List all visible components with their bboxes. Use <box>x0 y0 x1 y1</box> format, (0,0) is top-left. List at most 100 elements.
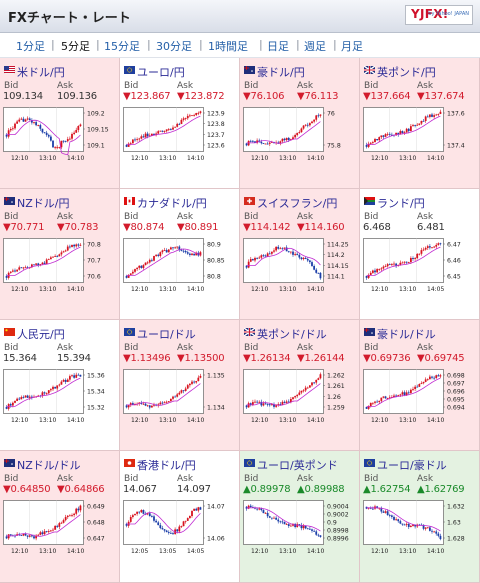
mini-candlestick-chart[interactable]: 76 75.8 12:10 13:10 14:10 <box>243 107 356 167</box>
yjfx-logo[interactable]: YJFX! by Yahoo! JAPAN <box>405 5 473 25</box>
tab-daily[interactable]: 日足 <box>267 40 289 53</box>
mini-candlestick-chart[interactable]: 109.2 109.15 109.1 12:10 13:10 14:10 <box>3 107 116 167</box>
currency-panel[interactable]: ランド/円 Bid Ask 6.468 6.481 6.47 6.46 6.45 12:10 13… <box>360 189 480 320</box>
mini-candlestick-chart[interactable]: 70.8 70.7 70.6 12:10 13:10 14:10 <box>3 238 116 298</box>
y-tick-label: 114.2 <box>327 252 345 259</box>
candle <box>73 130 76 136</box>
candle <box>418 383 421 388</box>
currency-panel[interactable]: ユーロ/豪ドル Bid Ask ▲1.62754 ▲1.62769 1.632 1.63 1.… <box>360 451 480 583</box>
candle <box>199 110 202 115</box>
pair-name-link[interactable]: NZドル/円 <box>17 197 70 210</box>
candle <box>294 395 297 399</box>
candle <box>79 374 82 377</box>
pair-name-link[interactable]: 香港ドル/円 <box>137 459 196 472</box>
pair-name-link[interactable]: 英ポンド/円 <box>377 66 436 79</box>
candle <box>167 128 170 132</box>
mini-candlestick-chart[interactable]: 1.262 1.261 1.26 1.259 12:10 13:10 14:10 <box>243 369 356 429</box>
tab-5min[interactable]: 5分足 <box>61 40 90 53</box>
currency-panel[interactable]: 人民元/円 Bid Ask 15.364 15.394 15.36 15.34 15.32 12… <box>0 320 120 451</box>
currency-panel[interactable]: 英ポンド/円 Bid Ask ▼137.664 ▼137.674 137.6 137.4 12… <box>360 58 480 189</box>
mini-candlestick-chart[interactable]: 123.9 123.8 123.7 123.6 12:10 13:10 14:10 <box>123 107 236 167</box>
candle <box>424 377 427 383</box>
candle <box>437 373 440 377</box>
candle <box>245 265 248 269</box>
pair-name-link[interactable]: ユーロ/ドル <box>137 328 196 341</box>
mini-candlestick-chart[interactable]: 6.47 6.46 6.45 12:10 13:10 14:05 <box>363 238 476 298</box>
currency-panel[interactable]: ユーロ/ドル Bid Ask ▼1.13496 ▼1.13500 1.135 1.134 12… <box>120 320 240 451</box>
x-tick-label: 14:05 <box>187 548 204 555</box>
pair-name-link[interactable]: ユーロ/英ポンド <box>257 459 338 472</box>
tab-1hour[interactable]: 1時間足 <box>208 40 248 53</box>
pair-name-link[interactable]: 人民元/円 <box>17 328 65 341</box>
tab-30min[interactable]: 30分足 <box>156 40 192 53</box>
mini-candlestick-chart[interactable]: 1.135 1.134 12:10 13:10 14:10 <box>123 369 236 429</box>
pair-name-link[interactable]: NZドル/ドル <box>17 459 81 472</box>
candle <box>254 399 256 404</box>
candle <box>298 252 301 260</box>
candle <box>39 530 42 536</box>
y-tick-label: 109.2 <box>87 111 105 118</box>
currency-panel[interactable]: NZドル/ドル Bid Ask ▼0.64850 ▼0.64866 0.649 0.648 0… <box>0 451 120 583</box>
tab-monthly[interactable]: 月足 <box>341 40 363 53</box>
candle <box>146 261 149 265</box>
currency-panel[interactable]: 香港ドル/円 Bid Ask 14.067 14.097 14.07 14.06 12:05 1… <box>120 451 240 583</box>
tab-15min[interactable]: 15分足 <box>104 40 140 53</box>
pair-name-link[interactable]: カナダドル/円 <box>137 197 207 210</box>
us-flag-icon <box>4 66 15 74</box>
candle <box>254 256 256 263</box>
pair-name-link[interactable]: ユーロ/豪ドル <box>377 459 447 472</box>
currency-panel[interactable]: ユーロ/円 Bid Ask ▼123.867 ▼123.872 123.9 123.8 123… <box>120 58 240 189</box>
ask-value: ▼137.674 <box>417 91 465 102</box>
candle <box>144 402 147 407</box>
mini-candlestick-chart[interactable]: 1.632 1.63 1.628 12:10 13:10 14:10 <box>363 500 476 560</box>
candle <box>308 259 311 265</box>
tab-weekly[interactable]: 週足 <box>304 40 326 53</box>
candle <box>268 141 271 146</box>
currency-panel[interactable]: 豪ドル/円 Bid Ask ▼76.106 ▼76.113 76 75.8 12:10 13:1… <box>240 58 360 189</box>
candle <box>195 507 198 511</box>
gb-flag-icon <box>244 328 255 336</box>
currency-panel[interactable]: NZドル/円 Bid Ask ▼70.771 ▼70.783 70.8 70.7 70.6 12… <box>0 189 120 320</box>
candle <box>199 373 202 379</box>
pair-name-link[interactable]: スイスフラン/円 <box>257 197 338 210</box>
tab-1min[interactable]: 1分足 <box>16 40 45 53</box>
moving-average-line <box>6 514 81 537</box>
candle <box>426 114 429 118</box>
candle <box>54 254 57 257</box>
currency-panel[interactable]: カナダドル/円 Bid Ask ▼80.874 ▼80.891 80.9 80.85 80.8… <box>120 189 240 320</box>
pair-name-link[interactable]: 米ドル/円 <box>17 66 65 79</box>
candle <box>433 375 436 381</box>
y-tick-label: 80.85 <box>207 258 225 265</box>
currency-panel[interactable]: ユーロ/英ポンド Bid Ask ▲0.89978 ▲0.89988 0.9004 0.90… <box>240 451 360 583</box>
currency-panel[interactable]: 米ドル/円 Bid Ask 109.134 109.136 109.2 109.15 109.… <box>0 58 120 189</box>
moving-average-line <box>126 383 201 406</box>
mini-candlestick-chart[interactable]: 137.6 137.4 12:10 13:10 14:10 <box>363 107 476 167</box>
pair-name-link[interactable]: 豪ドル/ドル <box>377 328 436 341</box>
candle <box>54 525 57 531</box>
candle <box>26 535 29 539</box>
pair-name-link[interactable]: 豪ドル/円 <box>257 66 305 79</box>
candle <box>64 378 67 384</box>
currency-panel[interactable]: スイスフラン/円 Bid Ask ▼114.142 ▼114.160 114.25 114.… <box>240 189 360 320</box>
pair-name-link[interactable]: 英ポンド/ドル <box>257 328 327 341</box>
candle <box>68 514 71 517</box>
x-tick-label: 12:10 <box>11 286 28 293</box>
candle <box>77 243 80 247</box>
mini-candlestick-chart[interactable]: 80.9 80.85 80.8 12:10 13:10 14:10 <box>123 238 236 298</box>
currency-panel[interactable]: 豪ドル/ドル Bid Ask ▼0.69736 ▼0.69745 0.698 0.697 0.… <box>360 320 480 451</box>
candle <box>405 127 408 134</box>
candle <box>178 245 181 252</box>
mini-candlestick-chart[interactable]: 0.649 0.648 0.647 12:10 13:10 14:10 <box>3 500 116 560</box>
candle <box>9 271 12 274</box>
candle <box>66 136 69 143</box>
pair-name-link[interactable]: ランド/円 <box>377 197 425 210</box>
mini-candlestick-chart[interactable]: 14.07 14.06 12:05 13:05 14:05 <box>123 500 236 560</box>
mini-candlestick-chart[interactable]: 15.36 15.34 15.32 12:10 13:10 14:10 <box>3 369 116 429</box>
pair-name-link[interactable]: ユーロ/円 <box>137 66 185 79</box>
candle <box>125 522 128 528</box>
mini-candlestick-chart[interactable]: 114.25 114.2 114.15 114.1 12:10 13:10 14:10 <box>243 238 356 298</box>
currency-panel[interactable]: 英ポンド/ドル Bid Ask ▼1.26134 ▼1.26144 1.262 1.261 1… <box>240 320 360 451</box>
bid-label: Bid <box>244 212 259 222</box>
